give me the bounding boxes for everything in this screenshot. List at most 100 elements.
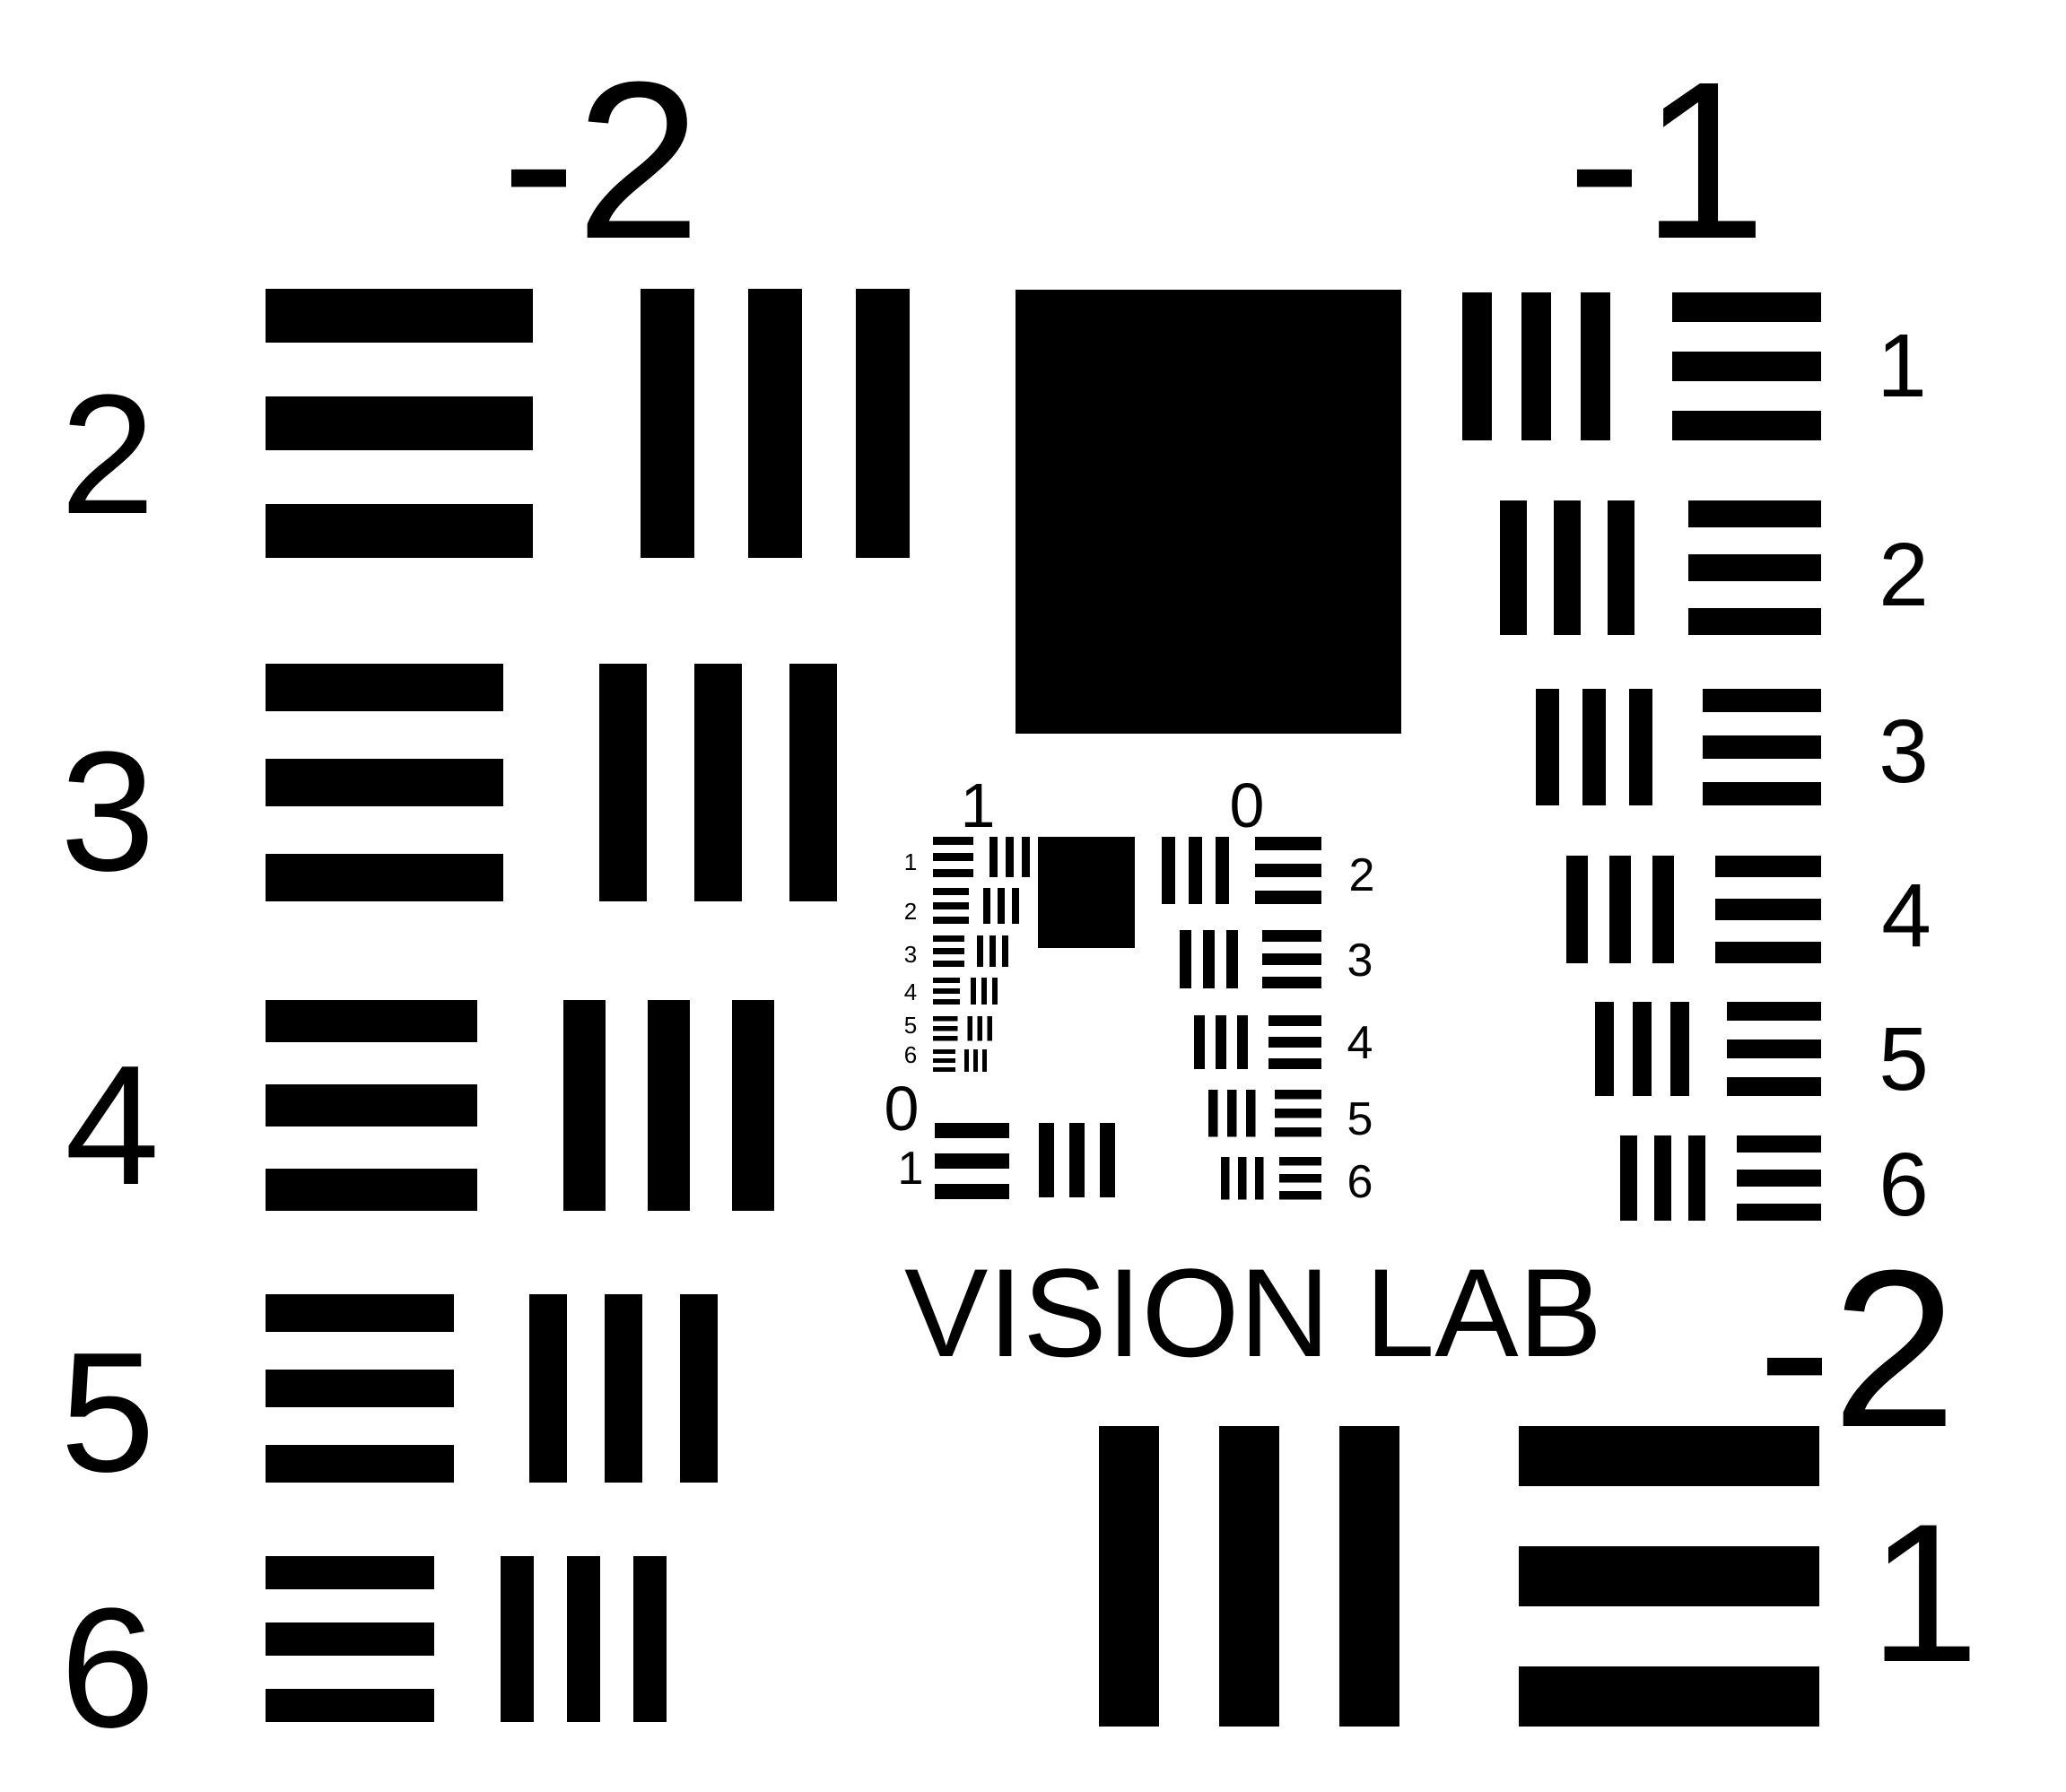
- bar: [1219, 1426, 1279, 1727]
- group-number-fine-right: 0: [1230, 770, 1265, 840]
- bar: [1268, 1015, 1321, 1026]
- bar: [1672, 292, 1821, 322]
- element-label: 4: [1347, 1017, 1373, 1069]
- bar: [1519, 1666, 1819, 1727]
- bar: [971, 978, 976, 1005]
- bar: [933, 888, 969, 895]
- bar: [1262, 977, 1321, 988]
- bar-patterns: [266, 289, 1821, 1727]
- bar: [529, 1294, 567, 1483]
- bar: [789, 664, 837, 901]
- bar: [933, 1049, 955, 1054]
- bar: [1554, 500, 1581, 635]
- bar: [266, 664, 503, 711]
- bar: [641, 289, 694, 558]
- bar: [1595, 1002, 1614, 1096]
- bar: [935, 1184, 1009, 1199]
- bar: [1582, 689, 1606, 805]
- bar: [933, 988, 960, 994]
- element-label: 5: [1879, 1009, 1929, 1109]
- element-label: 6: [904, 1041, 917, 1068]
- bar: [605, 1294, 642, 1483]
- bar: [983, 888, 990, 924]
- bar: [1688, 608, 1821, 635]
- element-label: 6: [1879, 1135, 1929, 1235]
- bar: [1519, 1426, 1819, 1486]
- bar: [266, 1000, 477, 1042]
- fiducial-square-small: [1038, 837, 1135, 948]
- bar: [1246, 1090, 1256, 1137]
- element-label: 2: [1879, 525, 1929, 625]
- bar: [266, 759, 503, 806]
- element-label: 6: [60, 1573, 155, 1763]
- bar: [1703, 735, 1821, 759]
- bar: [266, 854, 503, 901]
- bar: [933, 948, 964, 954]
- bar: [1268, 1058, 1321, 1069]
- bar: [1703, 782, 1821, 805]
- element-label: 5: [904, 1012, 917, 1039]
- bar: [1255, 837, 1321, 850]
- bar: [1275, 1090, 1321, 1100]
- bar: [933, 902, 969, 909]
- bar: [1262, 930, 1321, 942]
- bar: [501, 1556, 534, 1722]
- bar: [266, 1622, 434, 1656]
- bar: [563, 1000, 606, 1211]
- bar: [633, 1556, 667, 1722]
- bar: [1581, 292, 1610, 440]
- bar: [1262, 953, 1321, 965]
- bar: [1519, 1546, 1819, 1606]
- bar: [1521, 292, 1551, 440]
- element-label: 3: [1347, 935, 1373, 987]
- bar: [856, 289, 910, 558]
- bar: [989, 837, 998, 877]
- bar: [1672, 411, 1821, 440]
- element-label: 4: [904, 979, 917, 1005]
- bar: [1279, 1191, 1321, 1200]
- bar: [1727, 1077, 1821, 1096]
- bar: [266, 1689, 434, 1722]
- bar: [1609, 856, 1631, 963]
- bar: [1672, 352, 1821, 381]
- bar: [998, 888, 1005, 924]
- bar: [1727, 1002, 1821, 1021]
- bar: [935, 1153, 1009, 1169]
- bar: [1238, 1157, 1247, 1200]
- bar: [1216, 1015, 1226, 1069]
- bar: [1737, 1170, 1821, 1187]
- bar: [964, 1049, 969, 1072]
- bar: [1279, 1174, 1321, 1183]
- bar: [982, 1049, 987, 1072]
- bar: [1737, 1135, 1821, 1153]
- bar: [1255, 1157, 1264, 1200]
- bar: [1006, 837, 1014, 877]
- bar: [933, 837, 973, 845]
- bar: [1022, 837, 1030, 877]
- bar: [1629, 689, 1652, 805]
- bar: [1688, 500, 1821, 527]
- bar: [1189, 837, 1202, 904]
- bar: [266, 289, 533, 343]
- bar: [266, 1370, 454, 1407]
- bar: [1069, 1123, 1085, 1197]
- bar: [933, 961, 964, 967]
- bar: [1255, 864, 1321, 877]
- bar: [732, 1000, 774, 1211]
- bar: [1688, 1135, 1705, 1221]
- bar: [1727, 1040, 1821, 1058]
- bar: [567, 1556, 600, 1722]
- bar: [1737, 1204, 1821, 1221]
- bar: [1620, 1135, 1637, 1221]
- element-label: 5: [1347, 1093, 1373, 1145]
- bar: [1099, 1426, 1159, 1727]
- bar: [973, 1049, 978, 1072]
- element-label: 1: [1877, 316, 1927, 416]
- bar: [694, 664, 742, 901]
- bar: [981, 978, 987, 1005]
- bar: [1688, 554, 1821, 581]
- bar: [1279, 1157, 1321, 1166]
- bar: [1275, 1127, 1321, 1137]
- bar: [648, 1000, 690, 1211]
